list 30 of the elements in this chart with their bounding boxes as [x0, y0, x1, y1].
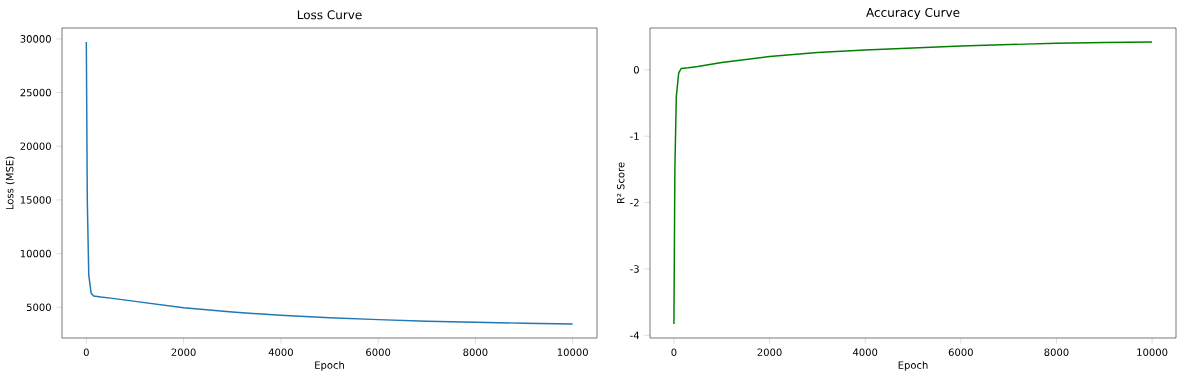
y-tick-label: -1	[630, 132, 639, 140]
y-axis-title: Loss (MSE)	[5, 156, 15, 210]
x-tick-label: 2000	[757, 348, 782, 356]
x-tick-label: 2000	[171, 348, 196, 356]
y-tick-label: 20000	[20, 142, 51, 151]
chart-title: Loss Curve	[297, 10, 362, 20]
x-tick-label: 4000	[852, 348, 878, 356]
y-tick-label: 15000	[20, 196, 51, 204]
y-tick-label: 30000	[20, 35, 51, 43]
x-tick-label: 10000	[557, 348, 588, 356]
x-tick-label: 6000	[366, 348, 391, 356]
line-series	[85, 41, 574, 325]
x-tick-label: 8000	[1044, 348, 1069, 356]
y-tick-label: 0	[633, 66, 639, 74]
x-tick-label: 0	[671, 348, 677, 356]
y-axis-title: R² Score	[616, 162, 625, 204]
x-tick-label: 10000	[1137, 348, 1168, 356]
x-tick-label: 4000	[268, 348, 293, 356]
y-tick-label: 10000	[20, 249, 51, 258]
x-axis-title: Epoch	[315, 361, 344, 371]
chart-title: Accuracy Curve	[866, 7, 960, 20]
x-tick-label: 0	[83, 348, 89, 356]
y-tick-label: -2	[630, 198, 639, 207]
y-tick-label: -4	[630, 331, 640, 339]
x-axis-title: Epoch	[898, 361, 928, 371]
y-tick-label: -3	[630, 265, 639, 273]
y-tick-label: 5000	[26, 303, 51, 312]
x-tick-label: 6000	[948, 348, 973, 356]
x-tick-label: 8000	[463, 348, 488, 356]
y-tick-label: 25000	[20, 88, 51, 97]
